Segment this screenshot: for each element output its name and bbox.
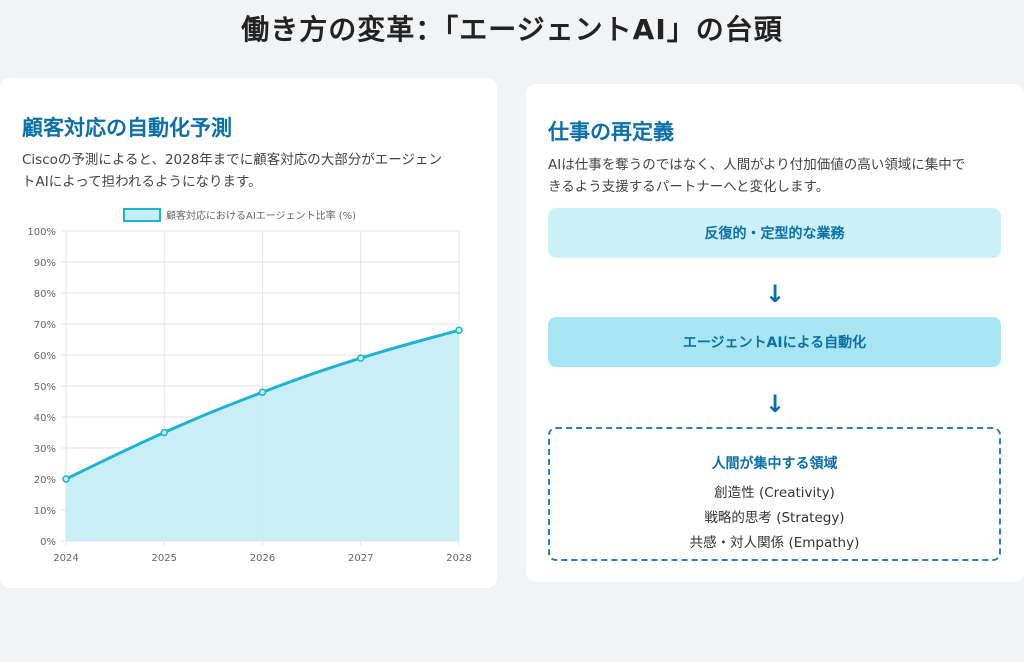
y-tick-label: 40% — [34, 413, 56, 424]
y-tick-label: 100% — [27, 227, 56, 238]
focus-item-empathy: 共感・対人関係 (Empathy) — [689, 535, 860, 551]
data-point — [455, 326, 463, 334]
redefine-desc-line-1: AIは仕事を奪うのではなく、人間がより付加価値の高い領域に集中で — [548, 157, 966, 173]
y-tick-label: 90% — [34, 258, 56, 269]
redefine-desc-line-2: きるよう支援するパートナーへと変化します。 — [548, 179, 830, 195]
y-tick-label: 10% — [34, 506, 56, 517]
y-tick-label: 0% — [40, 537, 56, 548]
focus-item-creativity: 創造性 (Creativity) — [714, 485, 835, 501]
redefine-card-title: 仕事の再定義 — [548, 120, 674, 144]
redefine-work-card: 仕事の再定義 AIは仕事を奪うのではなく、人間がより付加価値の高い領域に集中で … — [526, 84, 1024, 582]
human-focus-box: 人間が集中する領域 創造性 (Creativity) 戦略的思考 (Strate… — [548, 427, 1001, 561]
x-tick-label: 2027 — [348, 553, 373, 564]
series-area-fill — [66, 330, 459, 541]
y-tick-label: 30% — [34, 444, 56, 455]
forecast-desc-line-2: トAIによって担われるようになります。 — [22, 174, 262, 190]
human-focus-title: 人間が集中する領域 — [711, 456, 838, 472]
data-point — [258, 388, 267, 396]
y-tick-label: 50% — [34, 382, 56, 393]
x-tick-label: 2026 — [250, 553, 275, 564]
page-title: 働き方の変革：「エージェントAI」の台頭 — [241, 13, 783, 46]
focus-item-strategy: 戦略的思考 (Strategy) — [704, 510, 845, 526]
data-point — [62, 475, 70, 483]
forecast-card: 顧客対応の自動化予測 Ciscoの予測によると、2028年までに顧客対応の大部分… — [0, 78, 497, 588]
y-tick-label: 70% — [34, 320, 56, 331]
redefine-card-description: AIは仕事を奪うのではなく、人間がより付加価値の高い領域に集中で きるよう支援す… — [548, 154, 1018, 198]
y-tick-label: 20% — [34, 475, 56, 486]
forecast-desc-line-1: Ciscoの予測によると、2028年までに顧客対応の大部分がエージェン — [22, 152, 443, 168]
legend-swatch — [123, 208, 161, 222]
automation-forecast-chart: 0% 10% 20% 30% 40% 50% 60% 70% 80% 90% 100% 2024 202… — [27, 208, 472, 564]
forecast-card-description: Ciscoの予測によると、2028年までに顧客対応の大部分がエージェン トAIに… — [22, 149, 492, 193]
x-tick-label: 2024 — [53, 553, 78, 564]
forecast-card-title: 顧客対応の自動化予測 — [22, 116, 232, 140]
y-tick-label: 60% — [34, 351, 56, 362]
data-point — [160, 428, 168, 437]
agent-ai-automation-box: エージェントAIによる自動化 — [548, 317, 1001, 367]
down-arrow-icon: ↓ — [764, 280, 786, 308]
y-tick-label: 80% — [34, 289, 56, 300]
legend-label: 顧客対応におけるAIエージェント比率 (%) — [166, 209, 356, 222]
x-tick-label: 2028 — [446, 553, 471, 564]
down-arrow-icon: ↓ — [764, 390, 786, 418]
repetitive-tasks-box: 反復的・定型的な業務 — [548, 208, 1001, 258]
data-point — [357, 354, 365, 362]
x-tick-label: 2025 — [152, 553, 177, 564]
